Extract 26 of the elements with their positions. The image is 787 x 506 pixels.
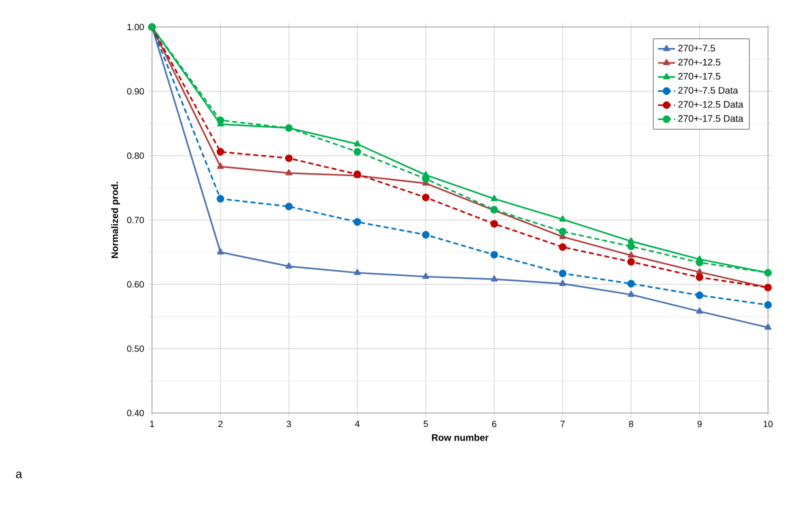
y-tick-label: 0.50 [127,345,144,352]
x-tick-label: 8 [629,420,634,428]
legend-label: 270+-7.5 [678,44,716,52]
x-tick-label: 4 [355,420,360,427]
x-tick-label: 6 [492,420,496,428]
y-tick-label: 0.80 [127,152,144,159]
x-tick-label: 2 [218,420,222,428]
x-tick-label: 5 [424,420,428,428]
legend-label: 270+-12.5 Data [678,101,744,108]
x-axis-title: Row number [432,434,489,441]
text: a [16,472,22,478]
y-tick-label: 0.90 [127,88,144,95]
y-axis-title: Normalized prod. [111,182,120,258]
y-tick-label: 0.40 [127,410,144,416]
legend-label: 270+-17.5 Data [678,115,744,122]
legend-label: 270+-12.5 [678,58,720,66]
x-tick-label: 10 [764,420,773,428]
x-tick-label: 7 [560,420,565,427]
x-tick-label: 3 [286,420,291,428]
legend-label: 270+-17.5 [678,72,720,80]
y-tick-label: 1.00 [127,24,144,30]
x-tick-label: 9 [697,420,702,428]
legend-label: 270+-7.5 Data [678,87,738,94]
y-tick-label: 0.70 [127,216,144,224]
y-tick-label: 0.60 [127,281,144,288]
x-tick-label: 1 [150,420,154,427]
